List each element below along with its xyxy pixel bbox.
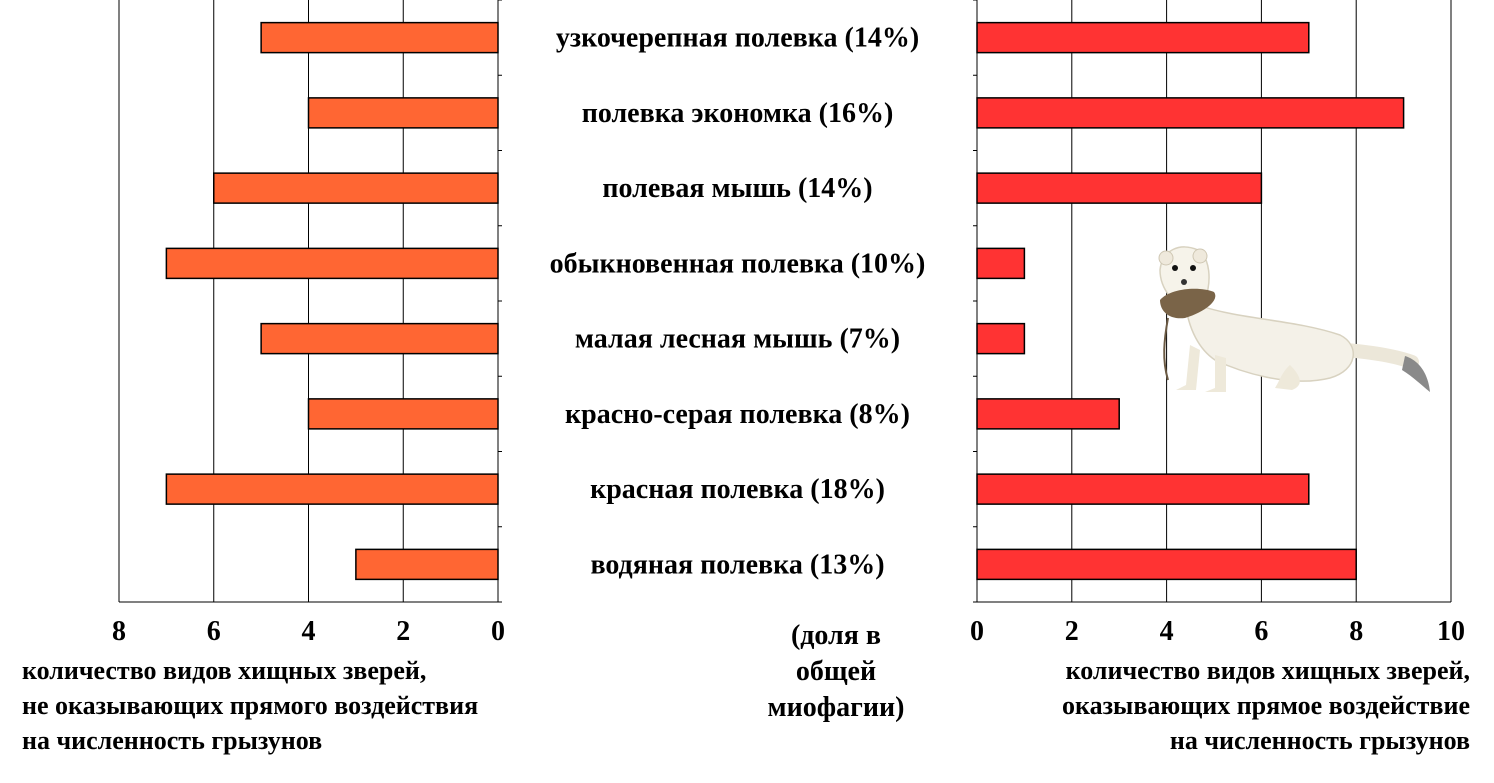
category-label: узкочерепная полевка (14%) [556, 23, 919, 54]
right-tick-label: 8 [1349, 616, 1363, 647]
right-tick-labels: 0 2 4 6 8 10 [970, 616, 1465, 647]
right-axis-title-line: оказывающих прямое воздействие [1062, 691, 1470, 720]
left-axis-title-line: количество видов хищных зверей, [22, 656, 427, 685]
center-note-line: общей [795, 656, 877, 687]
left-bar [355, 548, 499, 581]
left-tick-label: 2 [396, 616, 410, 647]
left-tick-label: 6 [207, 616, 221, 647]
category-label: полевка экономка (16%) [582, 98, 894, 129]
right-bar [976, 548, 1357, 581]
right-tick-label: 0 [970, 616, 984, 647]
right-tick-label: 2 [1065, 616, 1079, 647]
right-tick-label: 6 [1254, 616, 1268, 647]
left-gridlines [118, 0, 404, 602]
left-bar [213, 172, 499, 204]
right-bar [976, 473, 1310, 505]
left-bar [307, 97, 499, 129]
right-bar [976, 21, 1310, 54]
center-note: (доля в общей миофагии) [756, 618, 916, 726]
right-gridlines [1071, 0, 1452, 602]
left-tick-label: 8 [112, 616, 126, 647]
center-note-line: миофагии) [767, 692, 905, 723]
right-axis-title-line: количество видов хищных зверей, [1065, 656, 1470, 685]
axes [119, 0, 1451, 603]
left-tick-label: 0 [491, 616, 505, 647]
category-label: обыкновенная полевка (10%) [550, 248, 926, 279]
left-bar [165, 247, 499, 280]
right-axis-title-line: на численность грызунов [1169, 726, 1470, 755]
category-label: водяная полевка (13%) [590, 549, 884, 580]
left-bar [260, 322, 499, 355]
right-bar [976, 97, 1405, 129]
right-series-bars [976, 21, 1405, 581]
left-bar [165, 473, 499, 505]
right-bar [976, 172, 1263, 204]
left-axis-title-line: на численность грызунов [22, 726, 323, 755]
right-bar [976, 398, 1120, 430]
category-label: красная полевка (18%) [590, 474, 885, 505]
left-axis-title: количество видов хищных зверей, не оказы… [22, 653, 622, 758]
left-series-bars [165, 21, 499, 581]
left-axis-title-line: не оказывающих прямого воздействия [22, 691, 479, 720]
category-label: малая лесная мышь (7%) [575, 324, 900, 355]
category-labels: узкочерепная полевка (14%) полевка эконом… [550, 23, 926, 581]
category-label: красно-серая полевка (8%) [565, 399, 910, 430]
left-tick-labels: 8 6 4 2 0 [112, 616, 505, 647]
left-bar [260, 21, 499, 54]
center-note-line: (доля в [790, 620, 882, 651]
right-axis-title: количество видов хищных зверей, оказываю… [950, 653, 1470, 758]
stoat-with-vole-image [1158, 246, 1430, 392]
category-label: полевая мышь (14%) [602, 173, 872, 204]
right-bar [976, 322, 1026, 355]
right-tick-label: 4 [1160, 616, 1174, 647]
right-tick-label: 10 [1437, 616, 1465, 647]
right-bar [976, 247, 1026, 280]
left-bar [307, 398, 499, 430]
left-tick-label: 4 [302, 616, 316, 647]
